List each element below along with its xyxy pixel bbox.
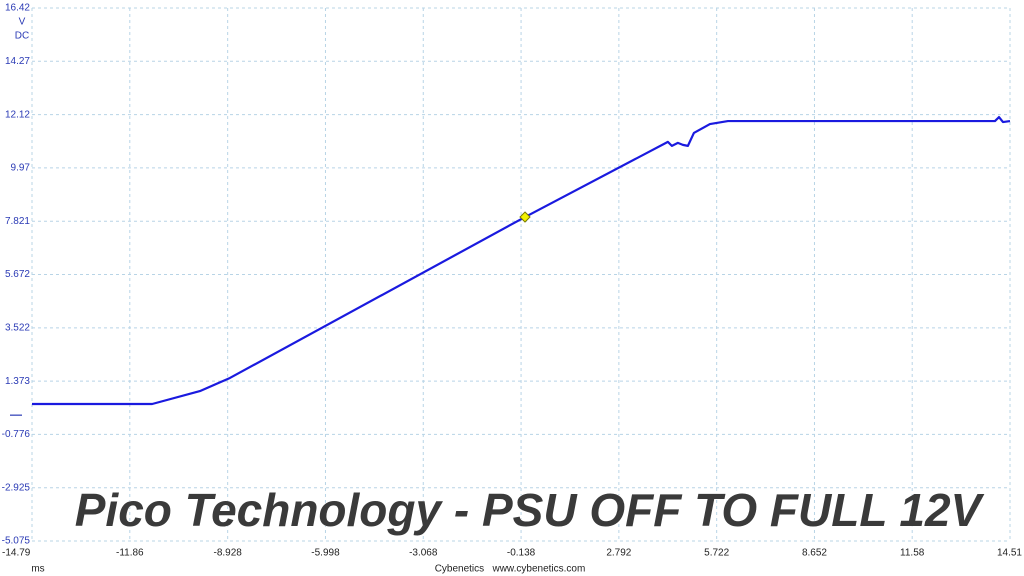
x-tick-label: 2.792 xyxy=(606,548,631,559)
y-tick-label: -0.776 xyxy=(2,429,31,440)
x-tick-label: -5.998 xyxy=(311,548,340,559)
y-tick-label: -2.925 xyxy=(2,482,31,493)
y-tick-label: 14.27 xyxy=(5,56,30,67)
x-tick-label: -0.138 xyxy=(507,548,536,559)
y-tick-label: 7.821 xyxy=(5,216,30,227)
x-tick-label: 8.652 xyxy=(802,548,827,559)
y-tick-label: 16.42 xyxy=(5,3,30,14)
ruler-marker xyxy=(519,211,531,223)
y-tick-label: -5.075 xyxy=(2,536,31,547)
y-tick-label: 1.373 xyxy=(5,376,30,387)
x-unit: ms xyxy=(31,564,44,575)
y-coupling: DC xyxy=(15,31,29,42)
y-tick-label: 3.522 xyxy=(5,322,30,333)
x-tick-label: -11.86 xyxy=(116,548,144,559)
x-tick-label: -8.928 xyxy=(213,548,242,559)
watermark: Pico Technology - PSU OFF TO FULL 12V xyxy=(75,484,985,536)
y-tick-label: 9.97 xyxy=(11,163,31,174)
x-tick-label: -3.068 xyxy=(409,548,438,559)
x-tick-label: 11.58 xyxy=(900,548,925,559)
y-tick-label: 12.12 xyxy=(5,109,30,120)
y-unit: V xyxy=(19,17,26,28)
x-tick-label: -14.79 xyxy=(2,548,31,559)
signal-line xyxy=(32,116,1011,406)
footer: Cybenetics www.cybenetics.com xyxy=(435,564,586,575)
y-tick-label: 5.672 xyxy=(5,269,30,280)
x-tick-label: 5.722 xyxy=(704,548,729,559)
x-tick-label: 14.51 xyxy=(997,548,1022,559)
